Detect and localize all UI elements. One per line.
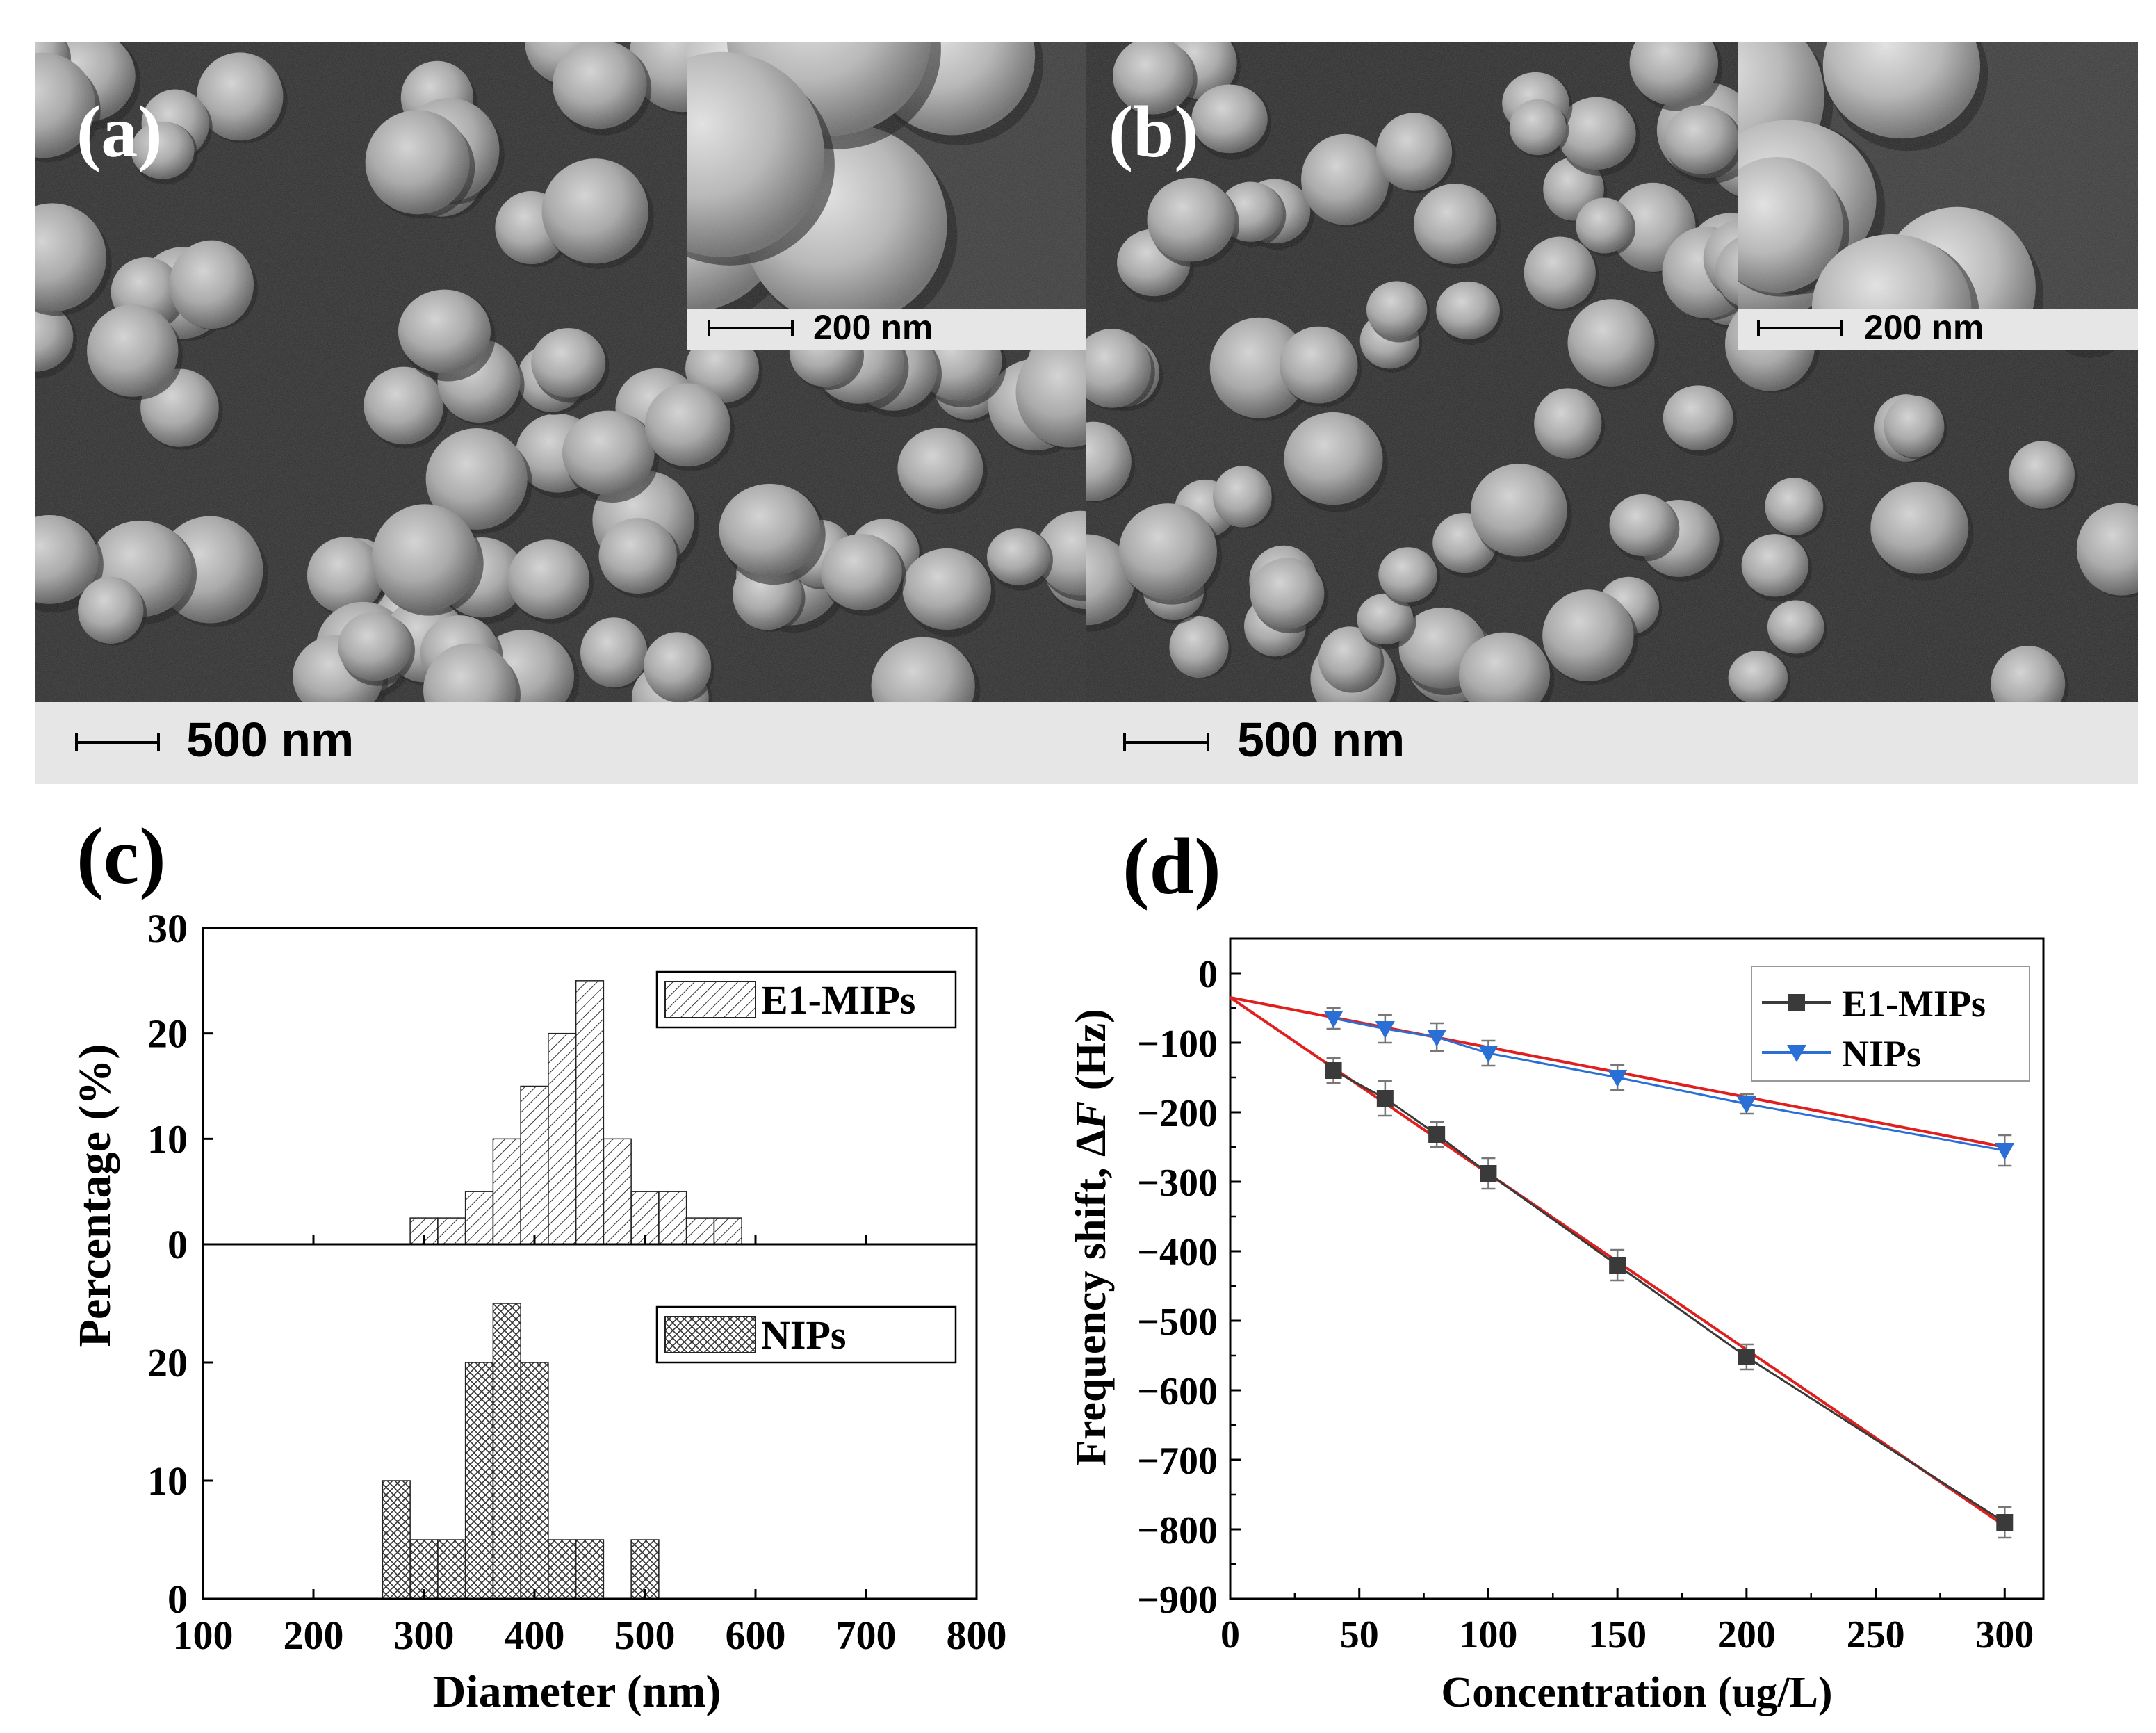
d-y-tick-label: −200 [1137,1092,1218,1135]
d-x-tick-label: 150 [1588,1613,1647,1657]
d-marker-nips [1375,1021,1395,1039]
d-marker-e1-mips [1325,1062,1342,1079]
d-marker-nips [1427,1030,1447,1047]
panel-label-d: (d) [1122,822,1221,911]
sem-inset-a: 200 nm [687,42,1086,350]
d-y-tick-label: −100 [1137,1023,1218,1066]
d-x-tick-label: 100 [1459,1613,1517,1657]
d-plot-frame [1229,937,2045,1600]
d-y-tick-label: −700 [1137,1440,1218,1483]
d-y-tick-label: −400 [1137,1231,1218,1274]
c-x-tick-label: 700 [836,1613,897,1658]
d-marker-nips [1608,1070,1628,1087]
nips-bar [464,1362,494,1600]
nips-bar [492,1303,521,1600]
d-y-tick-label: −500 [1137,1301,1218,1344]
sem-image-b: 200 nm (b) [1086,42,2138,702]
d-marker-nips [1478,1046,1498,1063]
panel-label-c: (c) [76,812,166,901]
c-x-tick-label: 300 [394,1613,455,1658]
panel-label-a: (a) [76,91,163,172]
nips-bar [437,1539,466,1600]
e1-mips-bar [713,1217,742,1245]
d-y-tick-label: −600 [1137,1370,1218,1413]
nips-bar [630,1539,660,1600]
c-y-tick-label: 10 [147,1458,188,1504]
d-marker-e1-mips [1738,1349,1755,1365]
e1-mips-bar [464,1191,494,1245]
e1-mips-bar [603,1138,632,1245]
c-legend-label: E1-MIPs [761,977,915,1023]
c-y-tick-label: 30 [147,906,188,951]
d-x-tick-label: 50 [1340,1613,1379,1657]
chart-c: (c) Percentage (%) Diameter (nm) 0 10 20 30… [70,812,1007,1717]
inset-scale-label-a: 200 nm [813,308,933,347]
c-y-tick-label: 20 [147,1340,188,1385]
d-legend-marker [1788,994,1805,1011]
chart-d: (d) Frequency shift, ΔF (Hz) Concentrati… [1068,822,2045,1716]
d-x-tick-label: 250 [1847,1613,1905,1657]
d-marker-nips [1995,1143,2015,1160]
d-marker-e1-mips [1376,1090,1394,1107]
d-legend-marker [1787,1045,1806,1062]
d-x-tick-label: 300 [1975,1613,2034,1657]
d-marker-e1-mips [1480,1165,1497,1182]
d-marker-nips [1323,1011,1344,1028]
e1-mips-bar [437,1217,466,1245]
sem-inset-b: 200 nm [1738,42,2138,350]
c-y-tick-label: 0 [168,1577,188,1622]
c-legend-swatch [664,1316,756,1353]
panel-label-b: (b) [1109,91,1199,172]
e1-mips-bar [685,1217,715,1245]
scalebar-strip: 500 nm 500 nm [35,702,2138,784]
d-marker-e1-mips [1428,1126,1446,1143]
d-y-tick-label: 0 [1198,953,1218,996]
d-x-tick-label: 200 [1717,1613,1776,1657]
e1-mips-bar [492,1138,521,1245]
c-legend-label: NIPs [761,1312,846,1358]
nips-bar [382,1480,411,1600]
nips-bar [520,1362,549,1600]
d-legend-label: E1-MIPs [1842,983,1986,1025]
c-x-tick-label: 400 [505,1613,565,1658]
c-x-tick-label: 800 [947,1613,1007,1658]
c-x-tick-label: 500 [615,1613,676,1658]
sem-image-a: 200 nm (a) [35,42,1086,702]
d-y-tick-label: −800 [1137,1509,1218,1552]
c-y-axis-label: Percentage (%) [70,1044,120,1348]
e1-mips-bar [548,1032,577,1245]
nips-bar [575,1539,605,1600]
e1-mips-bar [575,980,605,1245]
d-x-tick-label: 0 [1220,1613,1240,1657]
d-x-axis-label: Concentration (ug/L) [1441,1669,1832,1716]
c-x-axis-label: Diameter (nm) [433,1666,721,1717]
e1-mips-bar [520,1085,549,1245]
c-x-tick-label: 600 [726,1613,786,1658]
d-y-tick-label: −900 [1137,1579,1218,1622]
d-legend-label: NIPs [1842,1033,1921,1075]
d-y-axis-label: Frequency shift, ΔF (Hz) [1068,1009,1115,1466]
d-marker-e1-mips [1996,1514,2014,1531]
c-y-tick-label: 0 [168,1222,188,1267]
inset-scale-label-b: 200 nm [1864,308,1984,347]
d-y-tick-label: −300 [1137,1162,1218,1205]
nips-bar [548,1539,577,1600]
c-x-tick-label: 100 [173,1613,234,1658]
scale-label-b: 500 nm [1237,713,1405,767]
c-y-tick-label: 20 [147,1011,188,1057]
d-marker-nips [1736,1096,1756,1114]
c-x-tick-label: 200 [284,1613,344,1658]
c-legend-swatch [664,981,756,1018]
c-y-tick-label: 10 [147,1116,188,1162]
c-plot-frame [202,927,978,1600]
d-legend-box [1751,966,2030,1082]
scale-label-a: 500 nm [186,713,354,767]
d-marker-e1-mips [1609,1257,1626,1274]
e1-mips-bar [658,1191,687,1245]
